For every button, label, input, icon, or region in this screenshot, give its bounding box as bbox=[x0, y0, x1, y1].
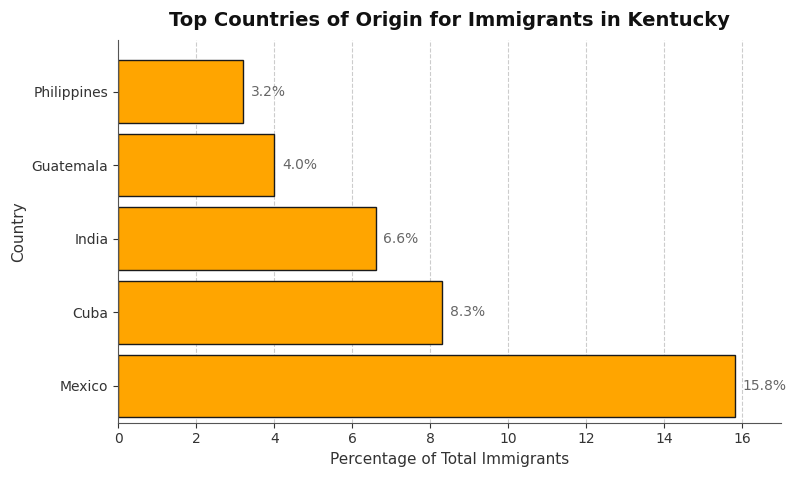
Text: 15.8%: 15.8% bbox=[742, 379, 786, 393]
X-axis label: Percentage of Total Immigrants: Percentage of Total Immigrants bbox=[330, 452, 570, 467]
Bar bbox=[118, 207, 376, 270]
Text: 6.6%: 6.6% bbox=[383, 232, 418, 246]
Text: 3.2%: 3.2% bbox=[250, 85, 286, 98]
Bar bbox=[118, 355, 734, 417]
Text: 4.0%: 4.0% bbox=[282, 158, 317, 172]
Bar bbox=[118, 134, 274, 196]
Text: 8.3%: 8.3% bbox=[450, 305, 485, 319]
Bar bbox=[118, 281, 442, 344]
Y-axis label: Country: Country bbox=[11, 201, 26, 261]
Bar bbox=[118, 60, 243, 123]
Title: Top Countries of Origin for Immigrants in Kentucky: Top Countries of Origin for Immigrants i… bbox=[170, 11, 730, 30]
